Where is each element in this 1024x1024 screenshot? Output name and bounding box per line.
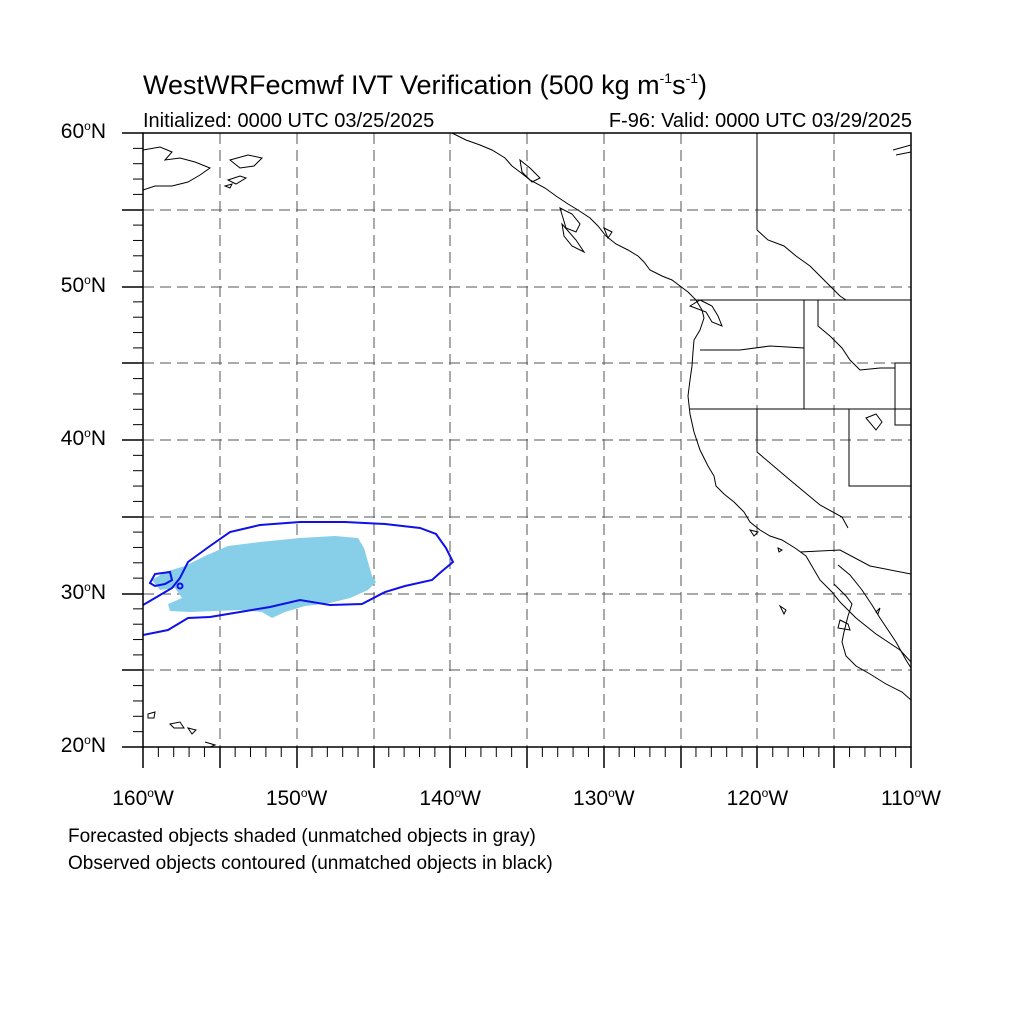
footnote-forecast: Forecasted objects shaded (unmatched obj… <box>68 826 536 847</box>
lon-tick-label: 160oW <box>112 786 174 810</box>
grid-lines <box>143 133 911 747</box>
lon-tick-label: 140oW <box>419 786 481 810</box>
lat-tick-label: 50oN <box>60 272 106 297</box>
lat-major-ticks <box>122 132 143 748</box>
lon-tick-label: 110oW <box>881 786 941 810</box>
initialized-time: Initialized: 0000 UTC 03/25/2025 <box>143 110 435 132</box>
map-title: WestWRFecmwf IVT Verification (500 kg m-… <box>143 70 708 100</box>
valid-time: F-96: Valid: 0000 UTC 03/29/2025 <box>608 110 912 132</box>
lat-tick-label: 30oN <box>60 579 106 604</box>
coastlines-and-borders <box>143 133 911 747</box>
lon-tick-label: 130oW <box>573 786 635 810</box>
footnote-observed: Observed objects contoured (unmatched ob… <box>68 853 553 874</box>
lat-tick-label: 40oN <box>60 426 106 450</box>
lat-tick-label: 60oN <box>60 119 106 143</box>
lon-tick-label: 150oW <box>265 786 328 810</box>
observed-ivt-object-contour <box>143 521 455 636</box>
lon-tick-label: 120oW <box>726 786 789 810</box>
forecast-ivt-object-shaded <box>152 536 376 618</box>
lat-tick-label: 20oN <box>60 733 106 757</box>
minor-ticks <box>133 147 897 757</box>
lon-major-ticks <box>142 747 912 768</box>
